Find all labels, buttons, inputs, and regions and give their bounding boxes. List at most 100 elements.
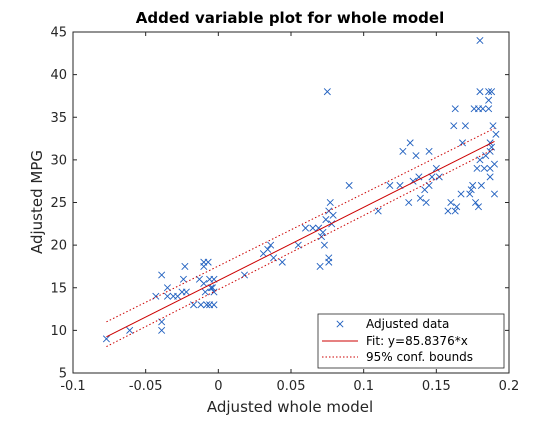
data-point (479, 105, 487, 113)
data-point (264, 245, 272, 253)
data-point (126, 326, 134, 334)
data-point (476, 37, 484, 45)
x-tick-label: 0 (214, 379, 222, 394)
data-point (386, 181, 394, 189)
data-point (323, 88, 331, 96)
data-point (102, 335, 110, 343)
data-point (158, 326, 166, 334)
fit-line (106, 141, 495, 338)
data-point (451, 207, 459, 215)
data-point (490, 190, 498, 198)
data-point (309, 224, 317, 232)
y-tick-label: 45 (50, 26, 67, 41)
data-point (326, 198, 334, 207)
y-tick-label: 20 (50, 239, 67, 254)
data-point (179, 275, 187, 283)
data-point (294, 241, 302, 249)
data-point (416, 194, 424, 202)
data-point (458, 139, 467, 147)
data-point (163, 292, 171, 300)
data-point (453, 203, 461, 211)
y-tick-label: 35 (50, 111, 67, 126)
data-point (412, 152, 420, 160)
data-point (204, 258, 212, 266)
data-point (477, 181, 485, 189)
legend-label-fit: Fit: y=85.8376*x (366, 334, 468, 348)
data-point (320, 241, 328, 249)
data-point (267, 241, 275, 249)
chart-title: Added variable plot for whole model (136, 9, 444, 27)
data-point (316, 262, 324, 270)
data-point (432, 164, 440, 172)
legend: Adjusted data Fit: y=85.8376*x 95% conf.… (317, 313, 505, 369)
y-tick-label: 15 (50, 281, 67, 296)
y-tick-label: 5 (59, 367, 67, 382)
x-axis-label: Adjusted whole model (207, 398, 373, 416)
legend-data-marker (336, 320, 344, 328)
data-point (488, 88, 496, 96)
x-tick-label: -0.1 (60, 379, 85, 394)
data-point (488, 143, 496, 151)
lower-confidence-bound (106, 148, 495, 348)
data-point (190, 301, 198, 309)
data-point (474, 203, 482, 211)
data-point (476, 88, 484, 96)
y-tick-label: 10 (50, 324, 67, 339)
data-point (345, 181, 353, 189)
data-point (467, 186, 475, 194)
data-point (480, 164, 488, 172)
data-point (447, 198, 455, 207)
data-point (489, 122, 497, 130)
data-point (209, 284, 217, 292)
y-axis-label: Adjusted MPG (28, 150, 46, 254)
data-point (322, 216, 330, 224)
y-tick-label: 40 (50, 68, 67, 83)
y-tick-label: 30 (50, 153, 67, 168)
data-point (325, 258, 333, 266)
data-point (476, 156, 484, 164)
data-point (492, 130, 500, 138)
data-point (422, 198, 430, 207)
data-point (158, 271, 166, 279)
data-point (406, 139, 414, 147)
data-point (490, 160, 498, 168)
data-point (181, 262, 189, 270)
data-point (485, 105, 493, 113)
data-point (302, 224, 310, 232)
data-point (466, 190, 474, 198)
legend-label-bounds: 95% conf. bounds (366, 350, 473, 364)
data-point (200, 279, 208, 288)
data-point (203, 301, 211, 309)
data-point (435, 173, 443, 181)
data-point (451, 105, 459, 113)
data-point (329, 211, 337, 219)
y-tick-label: 25 (50, 196, 67, 211)
data-point (210, 288, 218, 296)
data-point (457, 190, 465, 198)
x-tick-label: 0.1 (353, 379, 374, 394)
x-tick-label: 0.15 (422, 379, 451, 394)
data-point (486, 173, 494, 181)
data-point (374, 207, 382, 215)
data-point (485, 88, 493, 96)
data-point (415, 173, 423, 181)
data-point (405, 198, 413, 207)
x-tick-label: 0.05 (277, 379, 306, 394)
data-point (444, 207, 452, 215)
data-point (197, 301, 205, 309)
data-point (399, 147, 407, 155)
data-point (425, 147, 433, 155)
data-point (319, 228, 327, 236)
data-point (450, 122, 458, 130)
data-point (485, 96, 493, 104)
data-point (469, 181, 477, 189)
data-point (472, 198, 480, 207)
data-point (473, 164, 481, 172)
x-tick-label: 0.2 (499, 379, 520, 394)
data-point (461, 122, 469, 130)
data-point (201, 288, 209, 296)
data-point (278, 258, 286, 266)
x-tick-label: -0.05 (129, 379, 163, 394)
